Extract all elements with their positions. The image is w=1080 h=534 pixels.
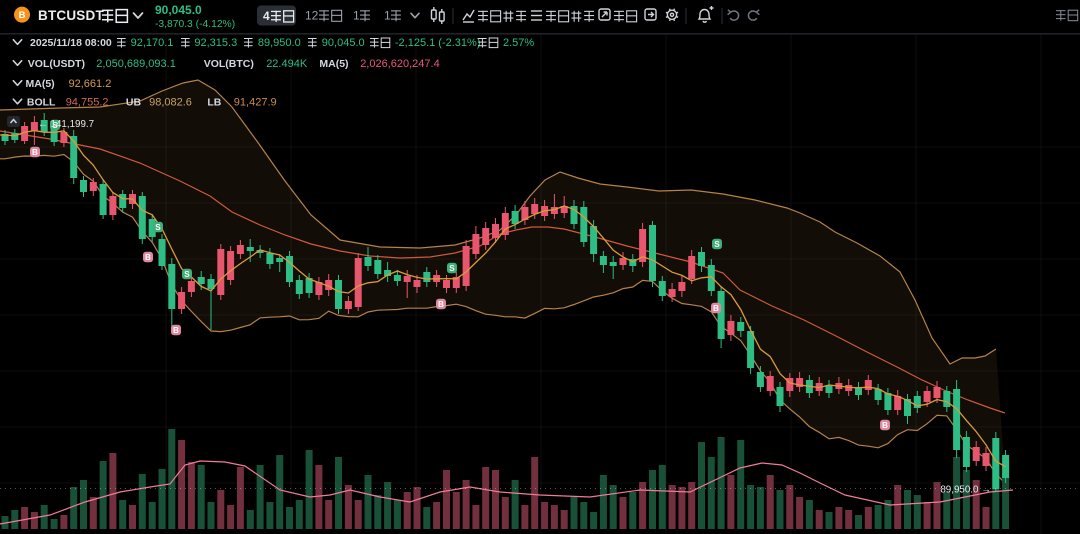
svg-text:90,045.0: 90,045.0 xyxy=(155,3,202,17)
svg-text:UB: UB xyxy=(126,97,142,109)
svg-text:92,170.1: 92,170.1 xyxy=(131,37,174,49)
svg-text:91,427.9: 91,427.9 xyxy=(234,97,277,109)
svg-text:89,950.0: 89,950.0 xyxy=(258,37,301,49)
svg-text:S: S xyxy=(449,264,455,273)
svg-text:B: B xyxy=(19,10,26,21)
svg-text:89,950.0 →: 89,950.0 → xyxy=(940,485,991,496)
svg-text:2,050,689,093.1: 2,050,689,093.1 xyxy=(96,58,176,70)
svg-text:1: 1 xyxy=(353,9,360,23)
svg-text:2025/11/18 08:00: 2025/11/18 08:00 xyxy=(30,37,112,49)
svg-text:VOL(BTC): VOL(BTC) xyxy=(204,58,254,70)
svg-text:4: 4 xyxy=(263,9,270,23)
svg-text:94,755.2: 94,755.2 xyxy=(66,97,109,109)
svg-text:1: 1 xyxy=(384,9,391,23)
svg-text:BOLL: BOLL xyxy=(27,97,56,109)
svg-text:-2,125.1 (-2.31%): -2,125.1 (-2.31%) xyxy=(395,37,481,49)
svg-text:B: B xyxy=(713,304,719,313)
svg-text:S: S xyxy=(52,121,58,130)
svg-text:90,045.0: 90,045.0 xyxy=(322,37,365,49)
svg-text:12: 12 xyxy=(305,9,319,23)
svg-text:LB: LB xyxy=(207,97,221,109)
svg-text:S: S xyxy=(714,240,720,249)
svg-text:B: B xyxy=(438,300,444,309)
svg-text:VOL(USDT): VOL(USDT) xyxy=(28,58,85,70)
svg-text:92,315.3: 92,315.3 xyxy=(194,37,237,49)
svg-text:-3,870.3 (-4.12%): -3,870.3 (-4.12%) xyxy=(155,19,235,30)
svg-text:B: B xyxy=(32,148,38,157)
svg-text:92,661.2: 92,661.2 xyxy=(69,78,112,90)
svg-text:B: B xyxy=(145,253,151,262)
svg-text:S: S xyxy=(184,270,190,279)
svg-text:B: B xyxy=(882,421,888,430)
svg-text:S: S xyxy=(155,223,161,232)
svg-text:BTCUSDT: BTCUSDT xyxy=(38,8,104,23)
svg-text:98,082.6: 98,082.6 xyxy=(149,97,192,109)
svg-text:MA(5): MA(5) xyxy=(26,78,55,90)
svg-text:MA(5): MA(5) xyxy=(319,58,348,70)
svg-text:B: B xyxy=(173,326,179,335)
svg-text:22.494K: 22.494K xyxy=(266,58,308,70)
svg-text:2.57%: 2.57% xyxy=(503,37,534,49)
svg-text:← 141,199.7: ← 141,199.7 xyxy=(38,119,94,130)
svg-text:2,026,620,247.4: 2,026,620,247.4 xyxy=(360,58,440,70)
